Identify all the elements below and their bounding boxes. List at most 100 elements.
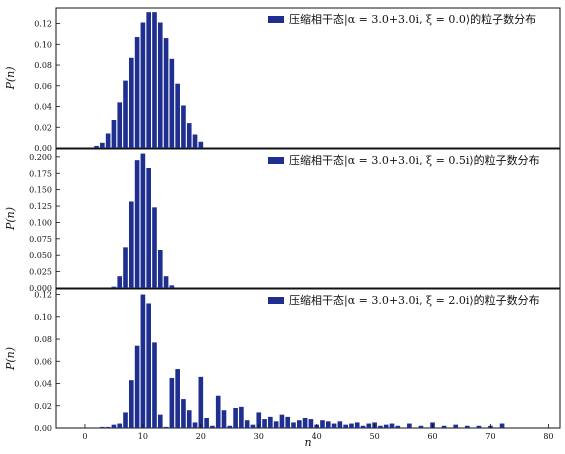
- y-axis-label: P(n): [4, 207, 17, 231]
- legend: 压缩相干态|α = 3.0+3.0i, ξ = 0.0⟩的粒子数分布: [268, 12, 536, 27]
- bar: [140, 153, 146, 288]
- bar: [123, 412, 128, 428]
- x-tick-label: 80: [543, 432, 553, 441]
- bar: [418, 425, 424, 428]
- bar: [360, 425, 366, 428]
- bar: [169, 58, 175, 149]
- y-tick-label: 0.04: [34, 103, 52, 112]
- x-tick-label: 10: [138, 432, 148, 441]
- y-tick-label: 0.10: [34, 313, 52, 322]
- bar: [186, 123, 192, 148]
- bar: [146, 168, 151, 288]
- y-tick-label: 0.150: [29, 186, 52, 195]
- bar: [157, 249, 163, 288]
- bar: [111, 286, 117, 288]
- bar: [140, 294, 146, 428]
- bar: [169, 285, 175, 288]
- y-tick-label: 0.06: [34, 357, 52, 366]
- bar: [117, 102, 123, 148]
- bar: [378, 425, 383, 428]
- bar: [157, 414, 163, 428]
- bar: [111, 120, 117, 148]
- bar: [117, 423, 123, 428]
- y-axis-label: P(n): [4, 347, 17, 371]
- plot-frame: [55, 288, 561, 429]
- bar: [111, 424, 117, 428]
- x-tick-label: 40: [312, 432, 322, 441]
- bar: [134, 37, 140, 148]
- legend-swatch: [268, 16, 284, 23]
- bar: [279, 414, 285, 428]
- bar: [499, 423, 505, 428]
- legend-swatch: [268, 297, 284, 304]
- bar: [192, 422, 198, 428]
- y-tick-label: 0.04: [34, 380, 52, 389]
- y-tick-label: 0.06: [34, 82, 52, 91]
- bar: [291, 422, 296, 428]
- bar: [175, 369, 180, 428]
- y-tick-label: 0.00: [34, 144, 52, 153]
- y-tick-label: 0.025: [29, 268, 52, 277]
- plot-frame: [55, 148, 561, 289]
- bar: [273, 421, 279, 428]
- bar: [169, 377, 175, 428]
- bar: [215, 395, 221, 428]
- bar: [343, 424, 348, 428]
- y-tick-label: 0.00: [34, 424, 52, 433]
- bar: [320, 420, 325, 428]
- y-tick-label: 0.200: [29, 153, 52, 162]
- bar: [100, 142, 105, 148]
- legend-label: 压缩相干态|α = 3.0+3.0i, ξ = 0.0⟩的粒子数分布: [289, 12, 536, 27]
- legend-label: 压缩相干态|α = 3.0+3.0i, ξ = 2.0i⟩的粒子数分布: [289, 293, 540, 308]
- bar: [395, 425, 401, 428]
- bar: [134, 345, 140, 428]
- bar: [233, 407, 238, 428]
- bar: [128, 201, 134, 288]
- bar: [181, 105, 186, 148]
- bar: [325, 421, 331, 428]
- legend: 压缩相干态|α = 3.0+3.0i, ξ = 2.0i⟩的粒子数分布: [268, 293, 540, 308]
- x-tick-label: 70: [485, 432, 495, 441]
- y-tick-label: 0.125: [29, 202, 52, 211]
- y-tick-label: 0.02: [34, 402, 52, 411]
- plot-frame: [55, 7, 561, 149]
- bar: [152, 12, 157, 149]
- x-tick-label: 30: [254, 432, 264, 441]
- bar: [198, 141, 204, 148]
- x-tick-label: 0: [82, 432, 87, 441]
- bar: [105, 133, 111, 148]
- bar: [128, 57, 134, 148]
- bar: [175, 83, 180, 148]
- bar: [349, 423, 354, 428]
- bar: [244, 420, 250, 428]
- bar: [146, 12, 151, 149]
- y-tick-label: 0.12: [34, 20, 52, 29]
- bar: [105, 426, 111, 428]
- bar: [123, 247, 128, 288]
- y-tick-label: 0.10: [34, 40, 52, 49]
- y-tick-label: 0.08: [34, 61, 52, 70]
- bar: [407, 423, 412, 428]
- y-axis-label: P(n): [4, 66, 17, 90]
- x-tick-label: 20: [196, 432, 206, 441]
- bar: [308, 419, 314, 428]
- bar: [134, 160, 140, 288]
- bar: [302, 417, 308, 428]
- bar: [239, 406, 244, 428]
- bar: [128, 380, 134, 428]
- bar: [204, 417, 209, 428]
- legend-swatch: [268, 157, 284, 164]
- bar: [152, 207, 157, 288]
- bar: [163, 426, 169, 428]
- bar: [383, 424, 389, 428]
- x-axis-label: n: [304, 436, 311, 449]
- y-tick-label: 0.100: [29, 218, 52, 227]
- y-tick-label: 0.02: [34, 123, 52, 132]
- bar: [476, 425, 482, 428]
- bar: [152, 342, 157, 428]
- chart-panel-1: 0.00 0.02 0.04 0.06 0.08 0.10 0.12 P(n) 压缩相干态|α …: [4, 7, 561, 153]
- bar: [210, 425, 215, 428]
- bar: [163, 276, 169, 288]
